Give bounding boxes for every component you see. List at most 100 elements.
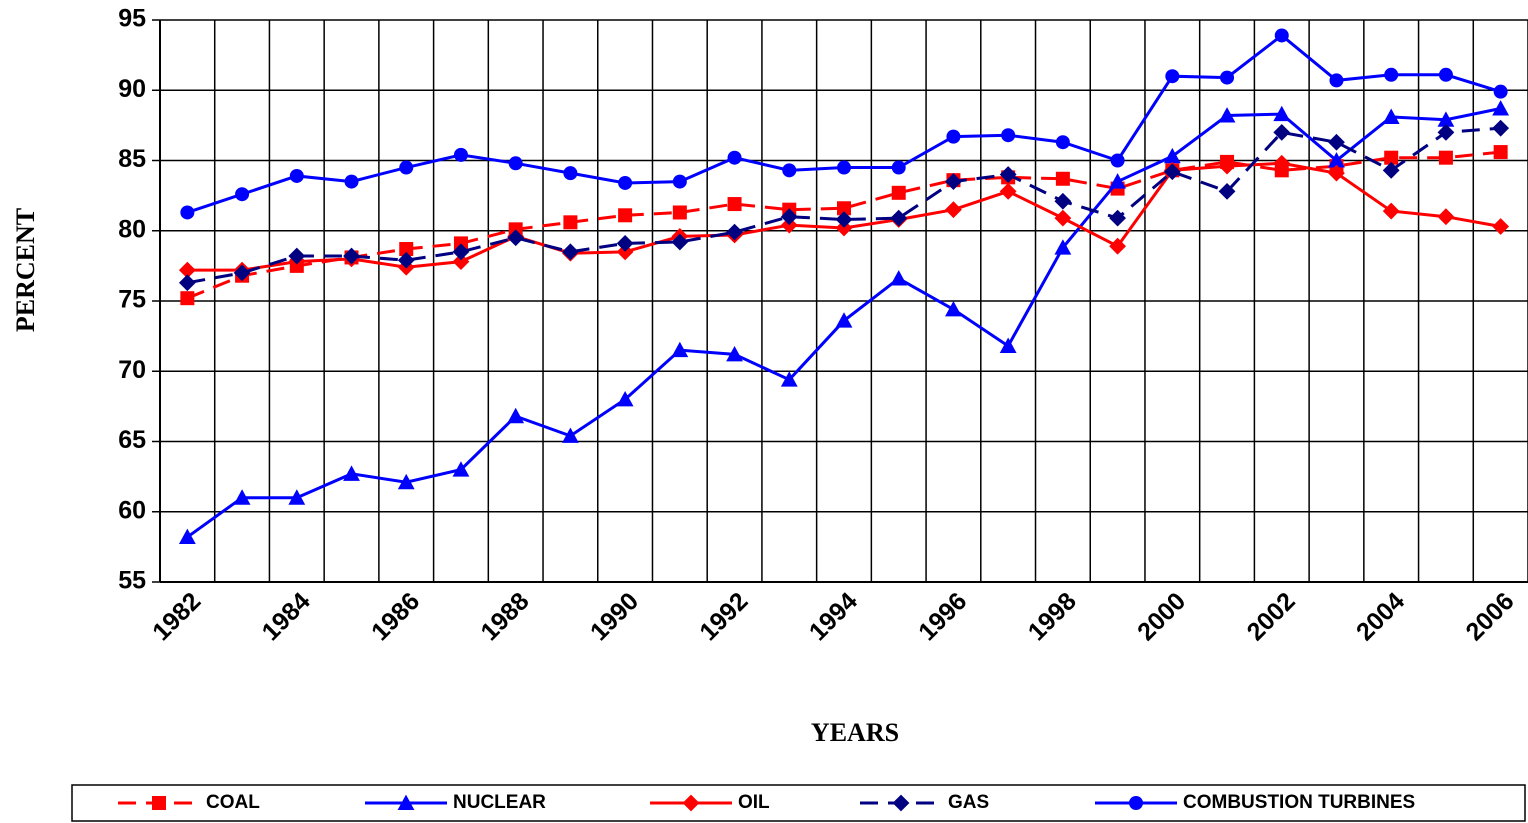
marker [1492,100,1510,116]
marker [563,166,578,181]
marker [999,183,1017,200]
marker [1492,119,1510,137]
marker [1384,150,1399,165]
marker [780,208,798,226]
series-line [186,33,1502,214]
marker [563,215,578,230]
marker [835,219,853,237]
marker [616,243,634,261]
marker [1328,152,1345,168]
marker [1384,67,1399,82]
marker [1109,209,1126,227]
marker [891,160,906,175]
marker [837,160,851,175]
marker [1438,67,1453,82]
marker [399,160,414,175]
marker [1129,796,1143,810]
marker [507,229,525,247]
x-tick-label: 1998 [1023,587,1082,646]
marker [1328,133,1345,151]
y-tick-label: 65 [118,426,146,454]
y-tick-label: 85 [118,145,146,173]
marker [726,223,743,241]
marker [616,234,634,252]
marker [1437,111,1455,127]
marker [672,205,687,220]
marker [397,251,415,269]
marker [1382,161,1400,179]
marker [344,174,359,189]
marker [1055,171,1070,186]
marker [945,173,962,190]
marker [835,211,853,228]
marker [1437,208,1455,226]
marker [397,794,415,810]
x-tick-label: 1984 [257,587,316,646]
marker [178,528,196,545]
marker [343,247,360,265]
marker [618,208,633,223]
marker [1163,163,1181,181]
marker [999,166,1017,183]
marker [780,216,798,234]
marker [1329,73,1344,88]
marker [453,147,468,162]
marker [1109,237,1126,255]
marker [890,270,908,286]
marker [507,407,525,424]
x-tick-label: 1990 [585,587,644,646]
marker [727,197,742,212]
marker [671,341,689,358]
marker [1109,173,1126,189]
marker [1493,145,1508,160]
x-tick-label: 1996 [913,587,972,646]
marker [837,201,851,216]
marker [1054,209,1072,227]
legend-label: OIL [738,792,770,813]
marker [671,233,689,251]
y-tick-label: 95 [118,5,146,33]
marker [1218,183,1236,200]
y-tick-label: 55 [118,567,146,595]
x-tick-label: 1982 [147,587,206,646]
y-tick-label: 70 [118,356,146,384]
marker [343,465,360,481]
marker [1438,150,1453,165]
marker [682,794,700,812]
marker [233,489,251,505]
x-tick-label: 1992 [694,587,753,646]
marker [397,473,415,490]
marker [1055,135,1070,150]
marker [233,264,251,282]
x-tick-label: 1986 [366,587,425,646]
marker [1382,108,1400,124]
marker [891,185,906,200]
marker [1382,202,1400,220]
marker [452,253,470,271]
marker [1220,70,1235,85]
marker [1001,128,1016,143]
legend-label: COMBUSTION TURBINES [1183,792,1415,813]
marker [399,242,414,257]
x-tick-label: 2002 [1242,587,1301,646]
marker [672,174,687,189]
marker [726,345,743,362]
marker [1273,124,1291,141]
marker [1163,147,1181,164]
marker [152,796,166,810]
marker [562,243,579,261]
marker [945,201,962,219]
marker [452,461,470,477]
marker [1492,218,1510,235]
marker [178,261,196,279]
marker [288,489,306,505]
marker [1218,107,1236,123]
marker [1218,157,1236,175]
x-tick-label: 1994 [804,587,863,646]
marker [1274,28,1289,43]
marker [1054,239,1072,255]
marker [1054,192,1072,210]
marker [1437,124,1455,141]
marker [892,794,910,812]
